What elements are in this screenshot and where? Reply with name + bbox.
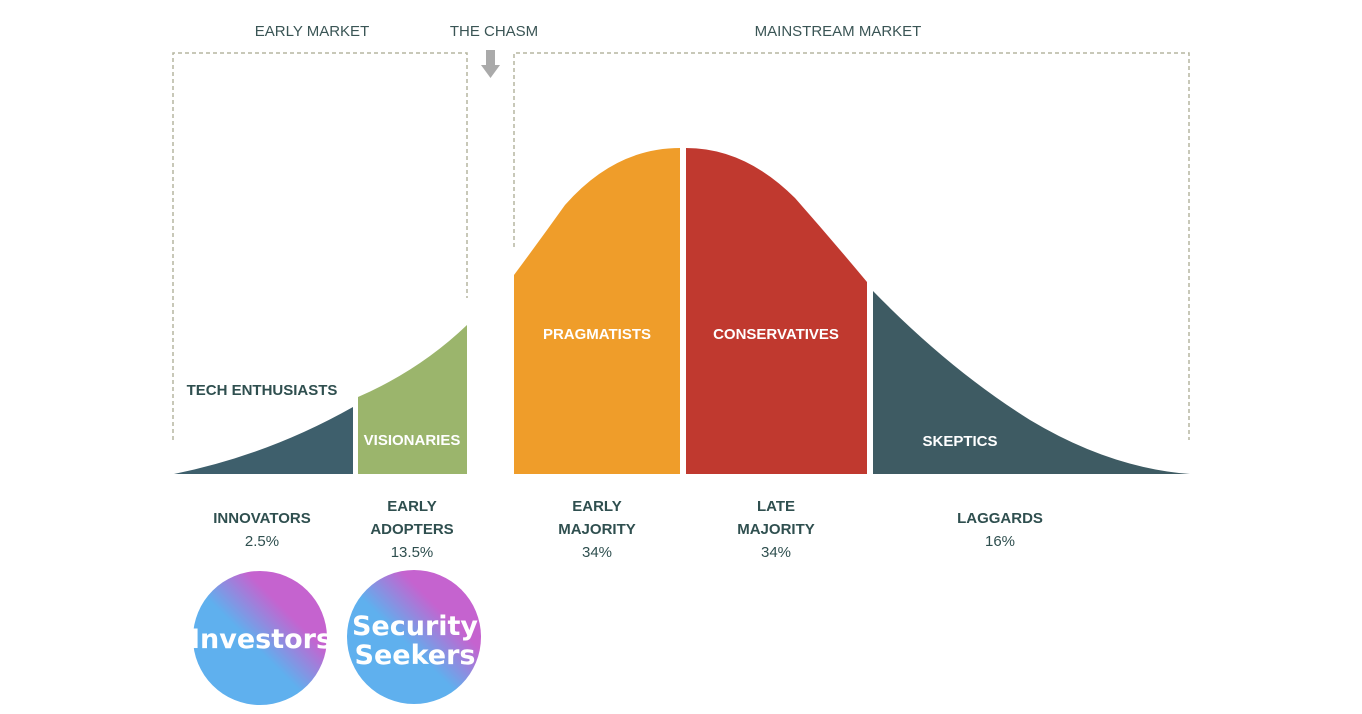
laggards-percent: 16% <box>985 533 1015 550</box>
innovators-percent: 2.5% <box>245 533 279 550</box>
pragmatists-label: PRAGMATISTS <box>543 326 651 343</box>
early-adopters-group-label-line2: ADOPTERS <box>370 521 453 538</box>
laggards-segment <box>873 291 1190 474</box>
early-market-label: EARLY MARKET <box>255 23 369 40</box>
early-majority-group-label-line2: MAJORITY <box>558 521 636 538</box>
early-majority-segment <box>514 148 680 474</box>
early-adopters-segment <box>358 325 467 474</box>
early-majority-group-label-line1: EARLY <box>572 498 621 515</box>
investors-badge-text: Investors <box>190 624 332 655</box>
late-majority-segment <box>686 148 867 474</box>
early-market-frame <box>172 52 468 440</box>
innovators-segment <box>174 407 353 474</box>
skeptics-label: SKEPTICS <box>922 433 997 450</box>
early-adopters-group-label-line1: EARLY <box>387 498 436 515</box>
late-majority-percent: 34% <box>761 544 791 561</box>
late-majority-group-label-line1: LATE <box>757 498 795 515</box>
visionaries-label: VISIONARIES <box>364 432 461 449</box>
early-adopters-percent: 13.5% <box>391 544 434 561</box>
investors-badge: Investors <box>190 571 332 705</box>
conservatives-label: CONSERVATIVES <box>713 326 839 343</box>
tech-enthusiasts-label: TECH ENTHUSIASTS <box>187 382 338 399</box>
chasm-label: THE CHASM <box>450 23 538 40</box>
late-majority-group-label-line2: MAJORITY <box>737 521 815 538</box>
early-majority-percent: 34% <box>582 544 612 561</box>
laggards-group-label: LAGGARDS <box>957 510 1043 527</box>
security-seekers-badge-line1: Security <box>352 611 478 642</box>
innovators-group-label: INNOVATORS <box>213 510 311 527</box>
mainstream-market-label: MAINSTREAM MARKET <box>755 23 922 40</box>
security-seekers-badge-line2: Seekers <box>355 640 476 671</box>
chasm-arrow-icon <box>481 50 500 78</box>
security-seekers-badge: Security Seekers <box>347 570 481 704</box>
